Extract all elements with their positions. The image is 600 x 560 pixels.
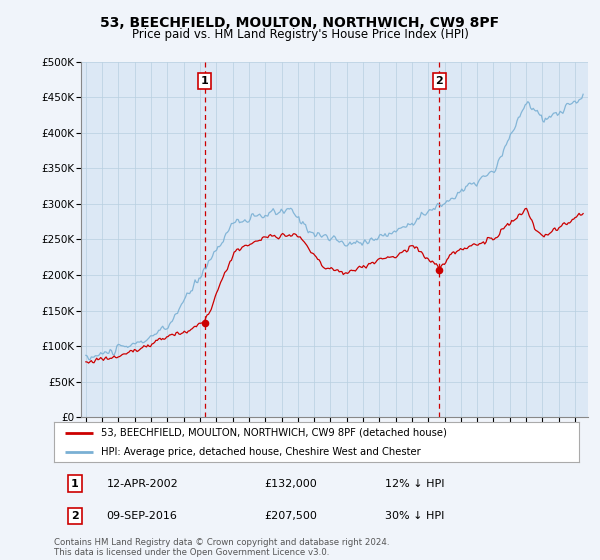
Text: HPI: Average price, detached house, Cheshire West and Chester: HPI: Average price, detached house, Ches… [101,447,421,457]
Text: Price paid vs. HM Land Registry's House Price Index (HPI): Price paid vs. HM Land Registry's House … [131,28,469,41]
Text: 2: 2 [71,511,79,521]
Text: 12% ↓ HPI: 12% ↓ HPI [385,479,444,489]
Text: 2: 2 [436,76,443,86]
Text: 1: 1 [71,479,79,489]
Text: 12-APR-2002: 12-APR-2002 [107,479,178,489]
Text: £132,000: £132,000 [264,479,317,489]
Text: 09-SEP-2016: 09-SEP-2016 [107,511,178,521]
Text: Contains HM Land Registry data © Crown copyright and database right 2024.
This d: Contains HM Land Registry data © Crown c… [54,538,389,557]
Text: £207,500: £207,500 [264,511,317,521]
Text: 53, BEECHFIELD, MOULTON, NORTHWICH, CW9 8PF: 53, BEECHFIELD, MOULTON, NORTHWICH, CW9 … [100,16,500,30]
Text: 53, BEECHFIELD, MOULTON, NORTHWICH, CW9 8PF (detached house): 53, BEECHFIELD, MOULTON, NORTHWICH, CW9 … [101,428,447,438]
Text: 1: 1 [200,76,208,86]
Text: 30% ↓ HPI: 30% ↓ HPI [385,511,444,521]
